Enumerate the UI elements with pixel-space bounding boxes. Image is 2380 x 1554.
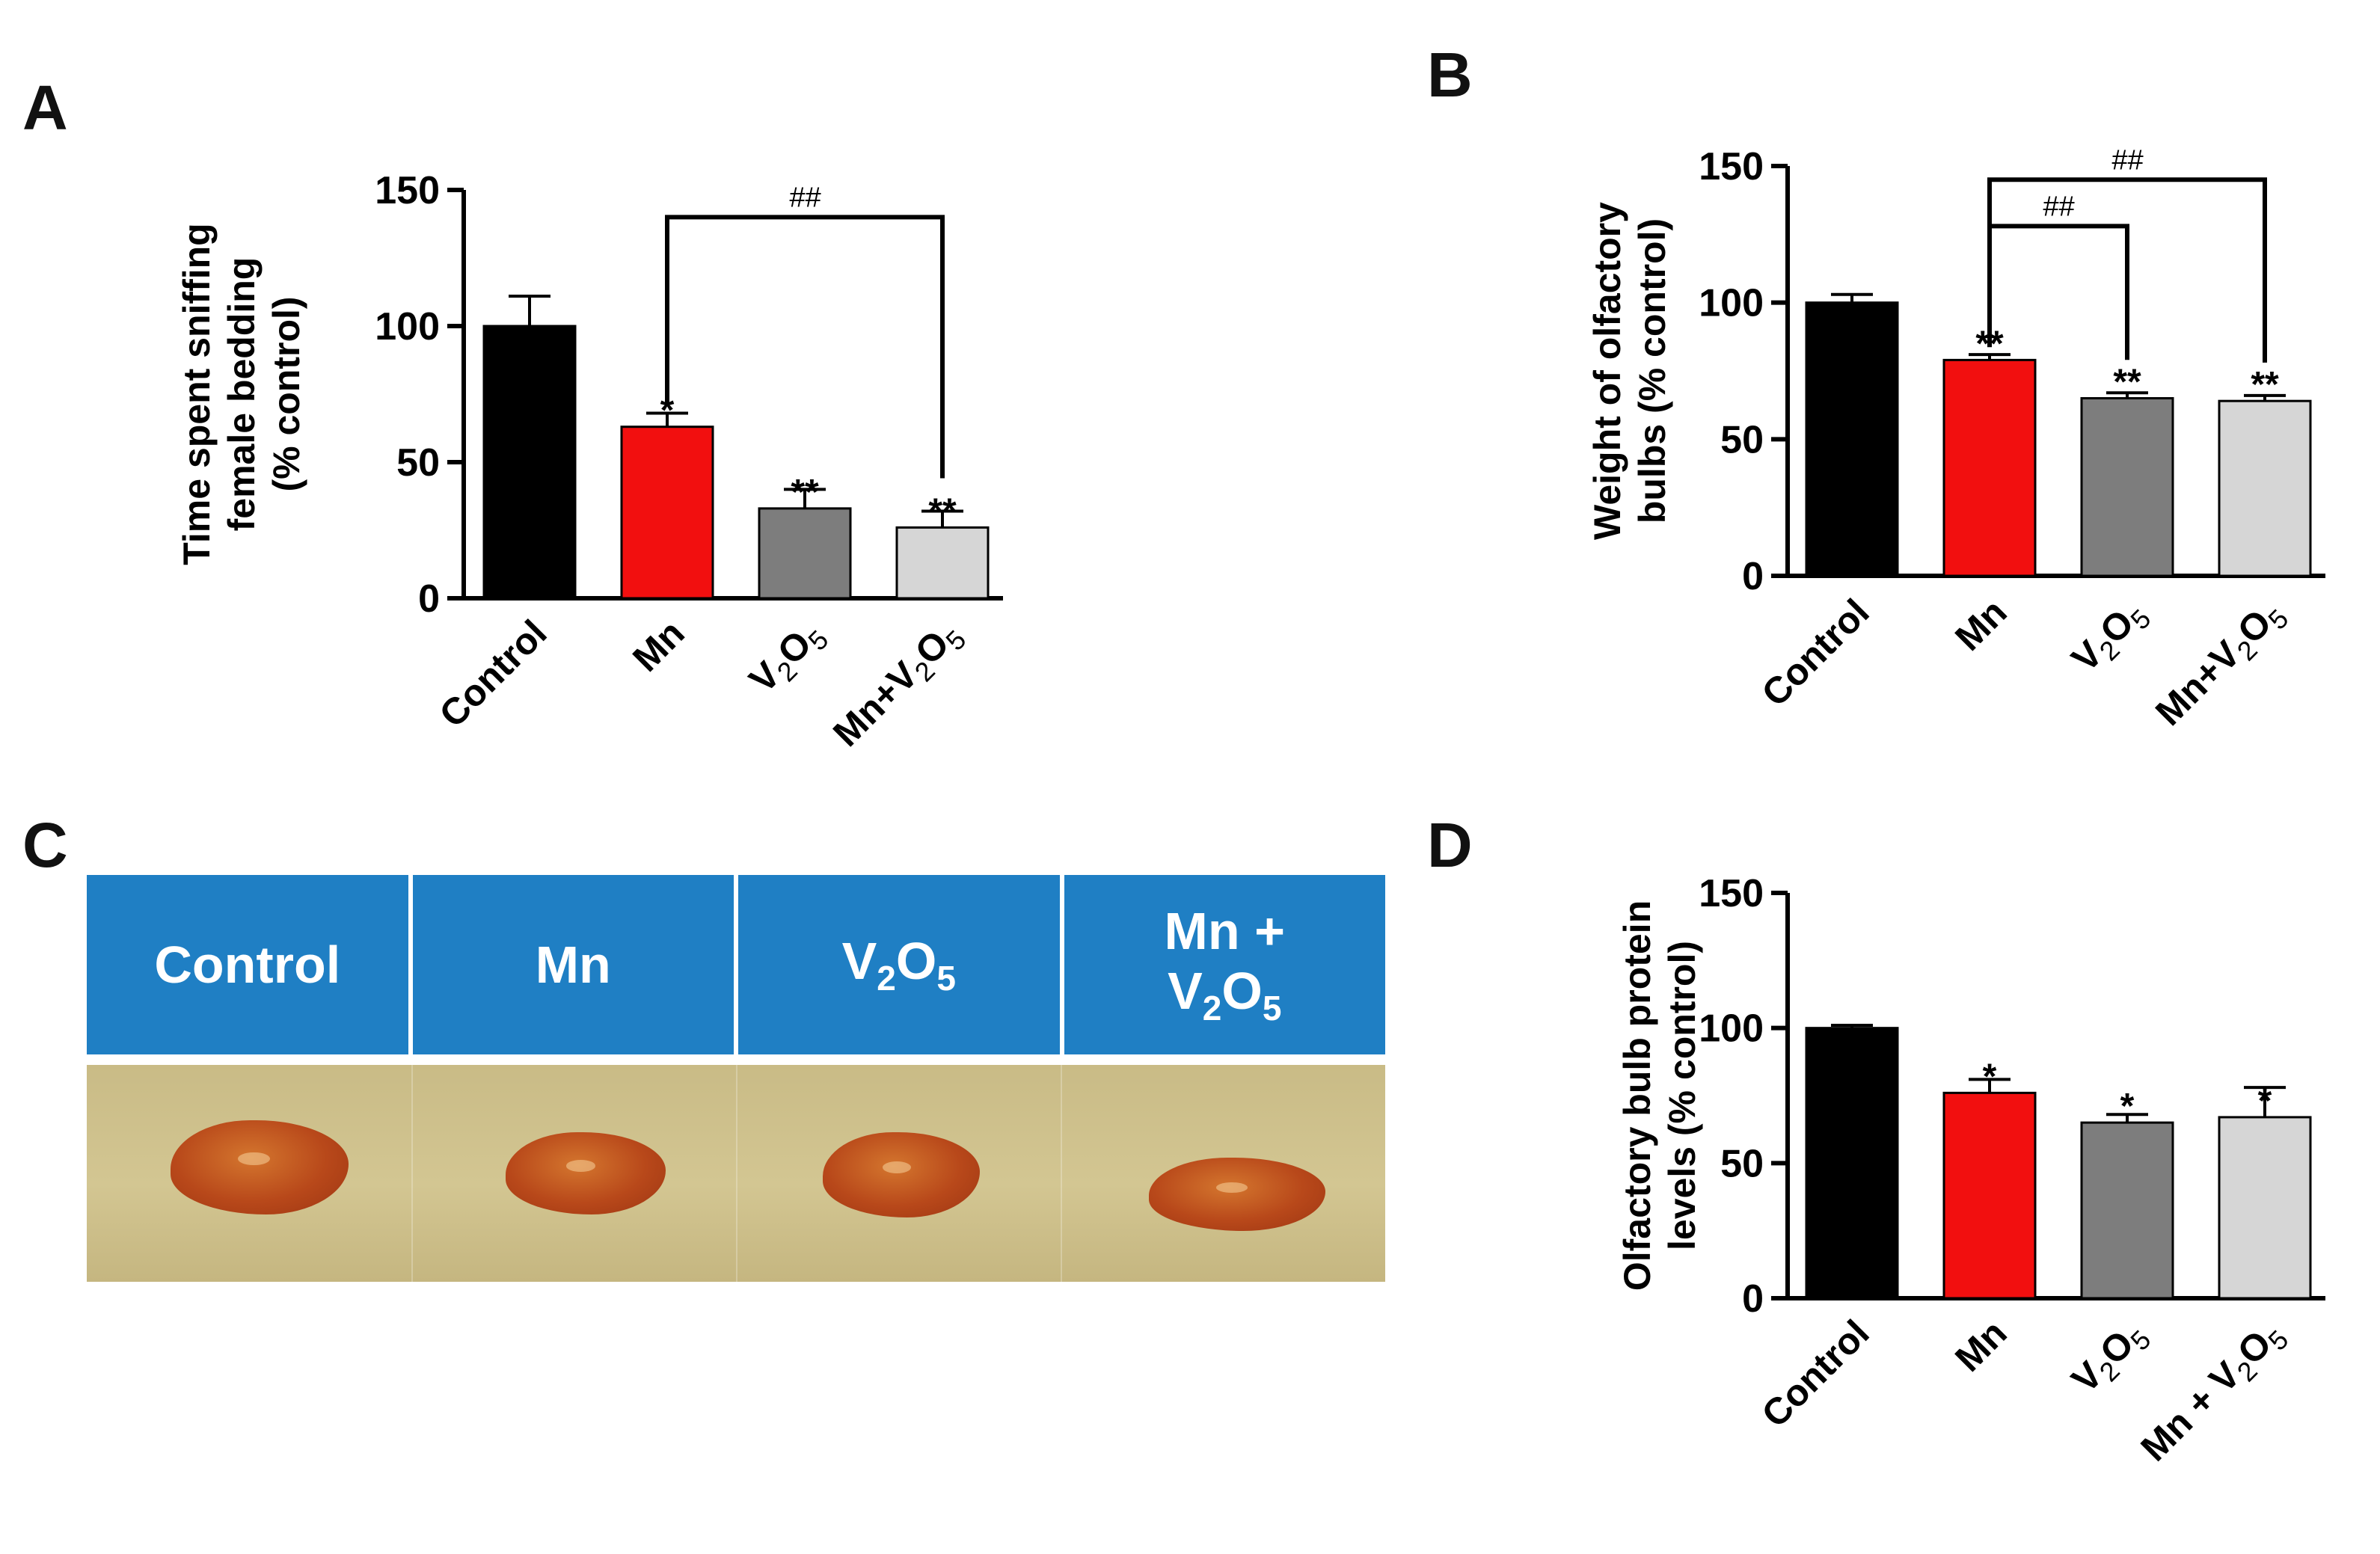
photo-header-v2o5: V2O5	[738, 875, 1064, 1054]
significance-marker: **	[928, 491, 957, 531]
y-tick-label: 150	[1699, 145, 1764, 188]
x-category-label: V2O5	[2064, 591, 2157, 684]
y-tick-label: 50	[1720, 418, 1764, 461]
x-category-label: Mn	[1947, 1312, 2015, 1380]
y-axis-label: female bedding	[221, 257, 263, 532]
y-axis-label: (% control)	[266, 296, 307, 491]
panel-label-d: D	[1427, 810, 1473, 880]
bracket-label: ##	[2043, 191, 2075, 222]
olfactory-bulb-photo	[87, 1065, 1385, 1282]
photo-header-mn-v2o5-label: Mn + V2O5	[1164, 901, 1285, 1028]
significance-marker: *	[2120, 1087, 2135, 1126]
bar-mn-v2o5	[2218, 399, 2312, 577]
bar-mn	[1942, 1091, 2037, 1300]
olfactory-bulb-mn	[506, 1132, 666, 1214]
significance-bracket	[1987, 177, 2267, 363]
bar-control	[1805, 301, 1899, 577]
bar-v2o5	[2080, 397, 2174, 577]
photo-header-control: Control	[87, 875, 413, 1054]
x-category-label: V2O5	[2064, 1312, 2157, 1405]
panel-label-a: A	[22, 73, 68, 143]
panel-label-c: C	[22, 810, 68, 880]
photo-header-v2o5-label: V2O5	[841, 932, 956, 998]
bracket-label: ##	[2111, 144, 2144, 176]
photo-divider	[1061, 1065, 1062, 1282]
y-tick-label: 50	[396, 441, 440, 485]
y-tick-label: 0	[418, 577, 440, 621]
photo-header-row: Control Mn V2O5 Mn + V2O5	[87, 875, 1385, 1054]
significance-marker: *	[2258, 1081, 2272, 1121]
significance-marker: **	[2251, 365, 2279, 405]
x-category-label: Control	[1754, 1312, 1877, 1435]
bar-mn-v2o5	[895, 526, 990, 600]
photo-divider	[736, 1065, 737, 1282]
y-axis-label: Time spent sniffing	[176, 223, 218, 565]
significance-marker: *	[1983, 1057, 1997, 1096]
olfactory-bulb-v2o5	[823, 1132, 980, 1217]
y-axis-label: levels (% control)	[1661, 941, 1703, 1250]
bracket-label: ##	[789, 182, 821, 213]
significance-bracket	[665, 215, 945, 479]
x-category-label: Mn + V2O5	[2132, 1312, 2294, 1473]
bar-mn	[1942, 358, 2037, 577]
y-axis-label: bulbs (% control)	[1631, 218, 1673, 523]
photo-header-mn-v2o5: Mn + V2O5	[1064, 875, 1386, 1054]
bar-v2o5	[2080, 1121, 2174, 1300]
y-tick-label: 50	[1720, 1142, 1764, 1185]
y-tick-label: 100	[1699, 1007, 1764, 1051]
bar-v2o5	[758, 507, 852, 600]
y-tick-label: 0	[1742, 1277, 1764, 1321]
significance-marker: **	[791, 473, 819, 512]
significance-marker: **	[2113, 363, 2141, 402]
bar-control	[482, 325, 577, 600]
photo-header-mn: Mn	[413, 875, 738, 1054]
bar-control	[1805, 1027, 1899, 1300]
olfactory-bulb-mn-v2o5	[1149, 1158, 1325, 1231]
bar-mn	[620, 426, 714, 600]
olfactory-bulb-control	[171, 1120, 349, 1214]
y-tick-label: 0	[1742, 555, 1764, 598]
olfactory-bulb-photo-panel: Control Mn V2O5 Mn + V2O5	[87, 875, 1385, 1282]
photo-divider	[411, 1065, 413, 1282]
y-tick-label: 100	[1699, 282, 1764, 325]
y-axis-label: Weight of olfactory	[1586, 202, 1628, 540]
y-tick-label: 150	[1699, 872, 1764, 915]
y-tick-label: 100	[375, 305, 440, 348]
significance-marker: *	[660, 391, 675, 431]
y-tick-label: 150	[375, 169, 440, 212]
photo-header-mn-label: Mn	[535, 935, 611, 994]
panel-label-b: B	[1427, 40, 1473, 110]
y-axis-label: Olfactory bulb protein	[1616, 900, 1658, 1291]
photo-header-control-label: Control	[154, 935, 341, 994]
bar-mn-v2o5	[2218, 1116, 2312, 1300]
